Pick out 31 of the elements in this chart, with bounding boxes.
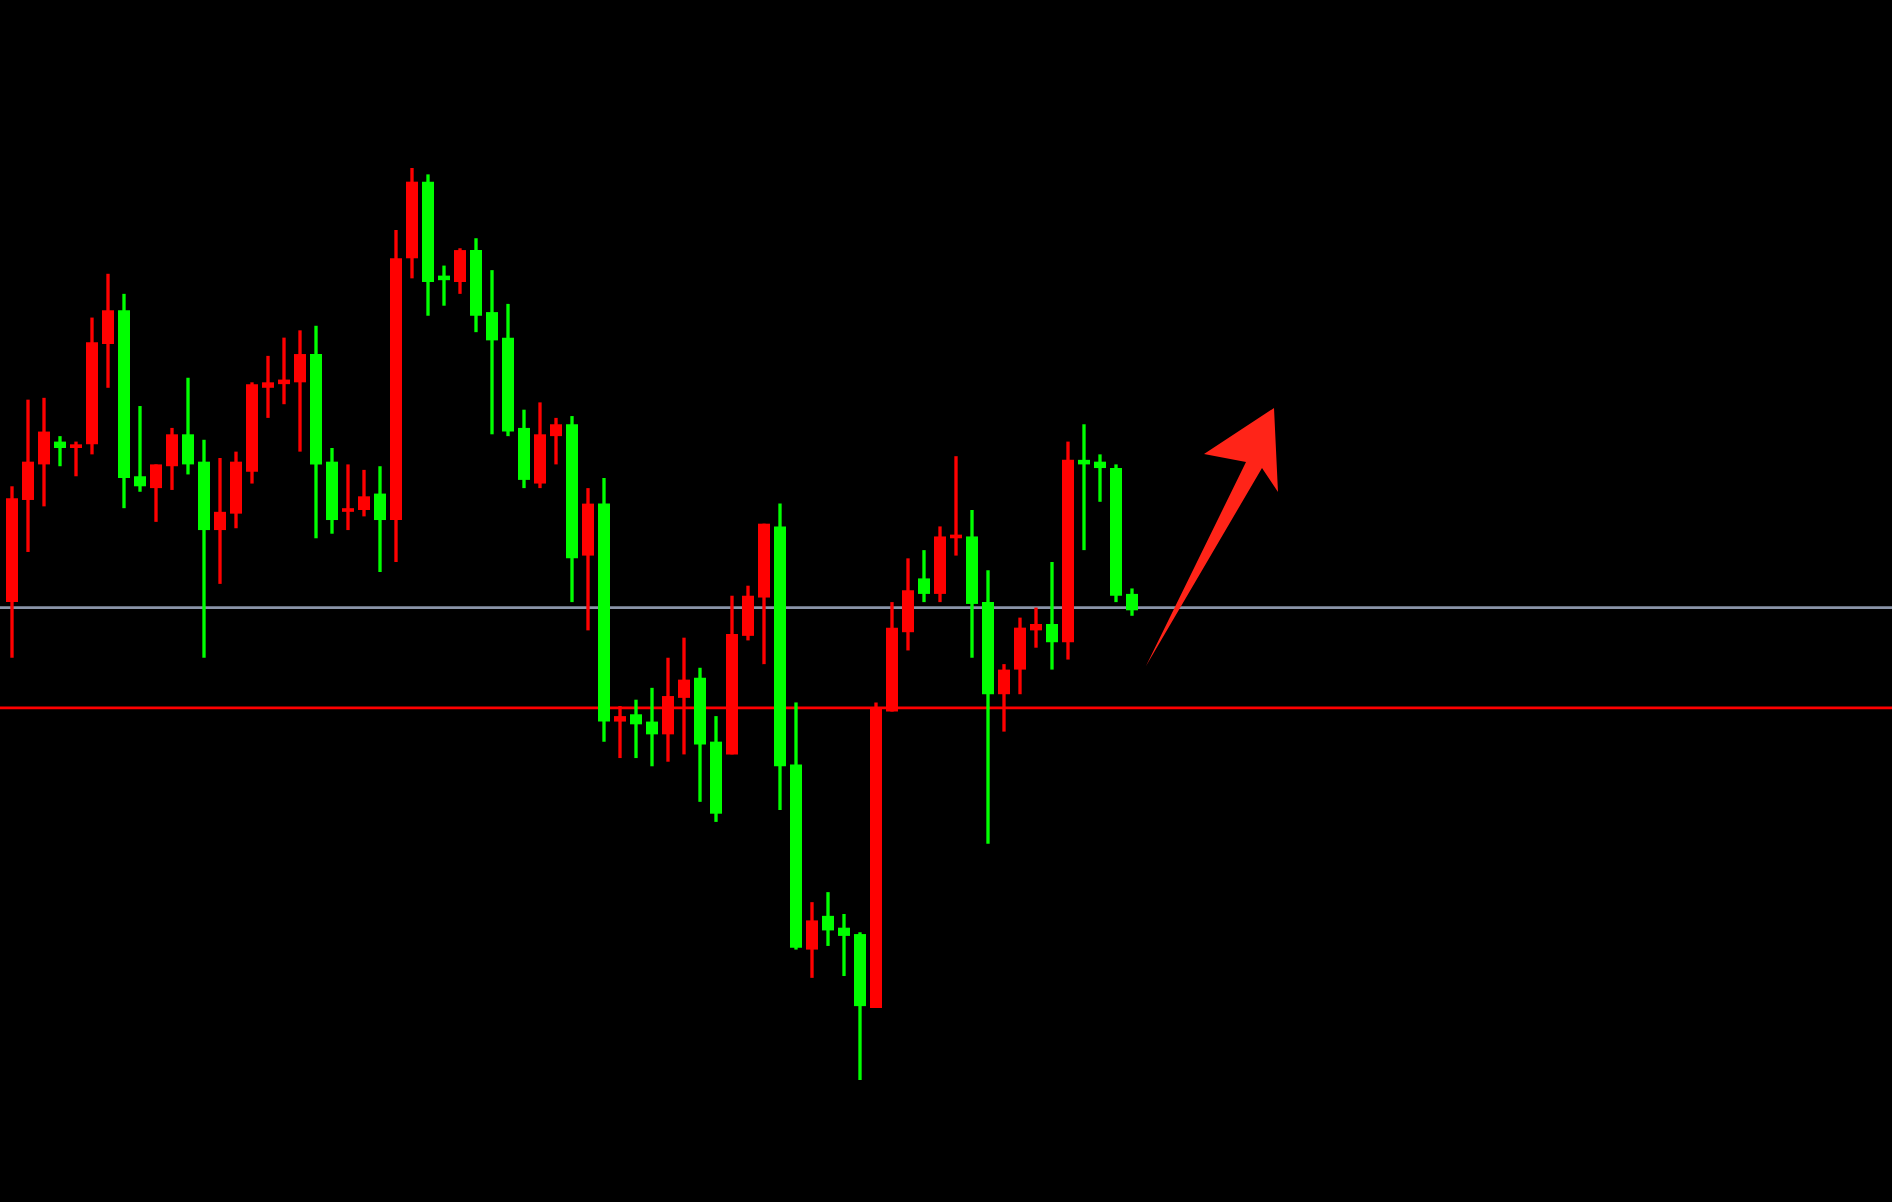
candlestick	[294, 328, 306, 454]
candlestick	[1014, 615, 1026, 696]
candlestick	[486, 268, 498, 436]
candlestick	[806, 900, 818, 980]
candlestick	[918, 548, 930, 604]
candlestick	[646, 686, 658, 768]
candlestick	[342, 462, 354, 532]
candlestick	[822, 890, 834, 948]
candlestick	[374, 464, 386, 574]
candlestick	[22, 397, 34, 554]
candlestick	[902, 556, 914, 653]
candlestick	[54, 434, 66, 468]
candlestick	[214, 456, 226, 586]
candlestick	[630, 698, 642, 760]
candlestick	[38, 396, 50, 509]
candlestick	[150, 462, 162, 524]
candlestick	[1094, 452, 1106, 504]
candlestick	[550, 416, 562, 467]
candlestick	[102, 272, 114, 390]
candlestick	[358, 468, 370, 519]
candlestick	[134, 404, 146, 494]
candlestick	[454, 246, 466, 296]
candlestick	[166, 426, 178, 492]
candlestick	[1126, 586, 1138, 618]
candlestick	[1030, 605, 1042, 650]
candlestick	[1046, 560, 1058, 672]
candlestick	[70, 439, 82, 478]
candlestick	[742, 584, 754, 643]
candlestick	[838, 912, 850, 978]
candlestick	[262, 354, 274, 420]
candlestick	[182, 376, 194, 477]
